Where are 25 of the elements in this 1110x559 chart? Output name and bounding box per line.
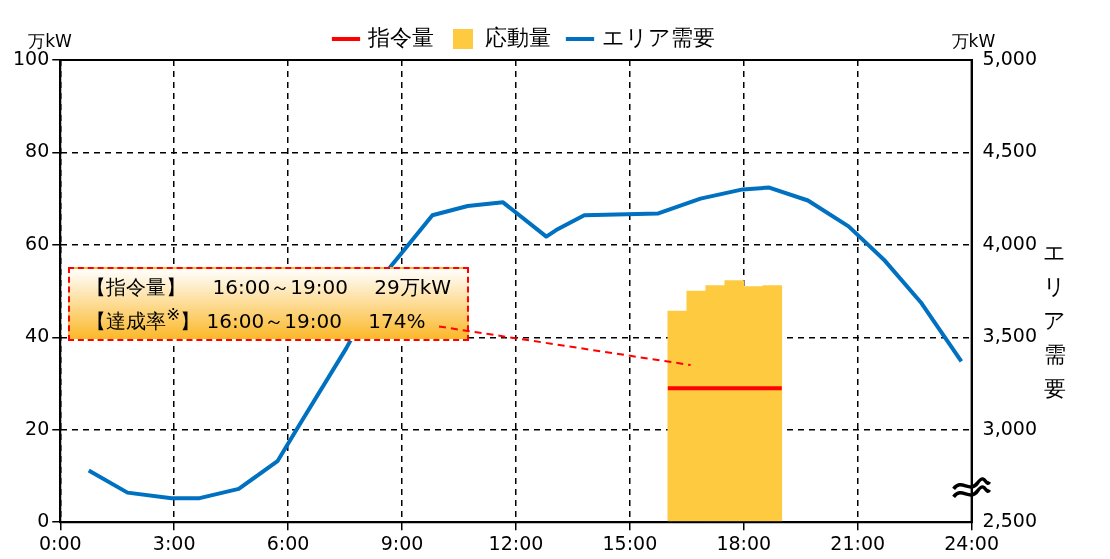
x-tick-label: 3:00 [152, 531, 196, 554]
x-tick-label: 12:00 [488, 531, 544, 554]
x-tick-label: 21:00 [830, 531, 886, 554]
y2-tick-label: 3,500 [982, 324, 1038, 347]
y2-axis-title: エリア需要 [1042, 238, 1068, 403]
x-tick-label: 0:00 [38, 531, 82, 554]
legend-label: 応動量 [485, 24, 551, 50]
y-tick-label: 60 [25, 231, 50, 254]
x-tick-label: 9:00 [380, 531, 424, 554]
x-tick-label: 24:00 [944, 531, 999, 554]
y2-tick-label: 2,500 [982, 509, 1038, 532]
x-tick-label: 6:00 [266, 531, 310, 554]
annotation: 【指令量】 16:00～19:00 29万kW [86, 274, 452, 299]
y-tick-label: 20 [25, 416, 50, 439]
y2-tick-label: 4,000 [982, 231, 1038, 254]
y2-tick-label: 3,000 [982, 416, 1038, 439]
legend-label: 指令量 [367, 24, 434, 50]
legend-label: エリア需要 [602, 24, 715, 50]
y2-tick-label: 4,500 [982, 139, 1038, 162]
x-tick-label: 15:00 [602, 531, 658, 554]
y-tick-label: 40 [25, 324, 50, 347]
y-tick-label: 80 [25, 139, 50, 162]
y-tick-label: 0 [37, 509, 50, 532]
x-tick-label: 18:00 [716, 531, 772, 554]
annotation: 【達成率$^{※}$】 16:00～19:00 174% [86, 304, 426, 333]
